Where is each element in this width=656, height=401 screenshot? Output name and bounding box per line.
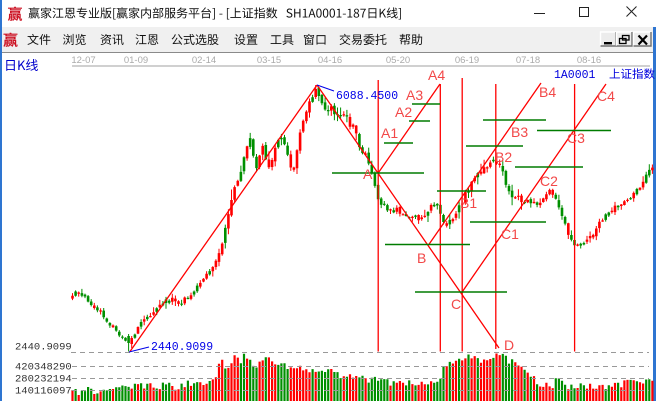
svg-text:06-19: 06-19: [455, 55, 479, 66]
svg-text:08-16: 08-16: [577, 55, 601, 66]
svg-text:1A0001: 1A0001: [554, 69, 596, 82]
svg-text:C4: C4: [597, 88, 615, 104]
svg-text:B: B: [417, 250, 426, 266]
svg-text:B3: B3: [511, 124, 528, 140]
svg-text:C1: C1: [501, 226, 519, 242]
svg-text:B1: B1: [460, 195, 477, 211]
svg-text:B4: B4: [539, 84, 556, 100]
svg-text:A3: A3: [406, 87, 423, 103]
svg-text:01-09: 01-09: [124, 55, 148, 66]
svg-text:A2: A2: [395, 104, 412, 120]
svg-text:D: D: [504, 337, 514, 353]
svg-text:C: C: [451, 296, 461, 312]
svg-text:420348290: 420348290: [15, 362, 72, 374]
svg-text:05-20: 05-20: [386, 55, 410, 66]
svg-text:04-16: 04-16: [318, 55, 342, 66]
svg-text:280232194: 280232194: [15, 374, 72, 386]
svg-text:C2: C2: [540, 173, 558, 189]
svg-text:A1: A1: [381, 125, 398, 141]
svg-text:2440.9099: 2440.9099: [15, 342, 72, 354]
svg-text:A4: A4: [428, 67, 445, 83]
svg-text:A: A: [363, 166, 373, 182]
svg-text:C3: C3: [567, 130, 585, 146]
svg-text:07-18: 07-18: [516, 55, 540, 66]
svg-text:2440.9099: 2440.9099: [151, 341, 213, 354]
svg-text:12-07: 12-07: [71, 55, 95, 66]
svg-text:140116097: 140116097: [15, 386, 72, 398]
svg-text:02-14: 02-14: [192, 55, 216, 66]
svg-text:6088.4500: 6088.4500: [336, 90, 398, 103]
svg-text:03-15: 03-15: [257, 55, 281, 66]
svg-text:B2: B2: [495, 149, 512, 165]
